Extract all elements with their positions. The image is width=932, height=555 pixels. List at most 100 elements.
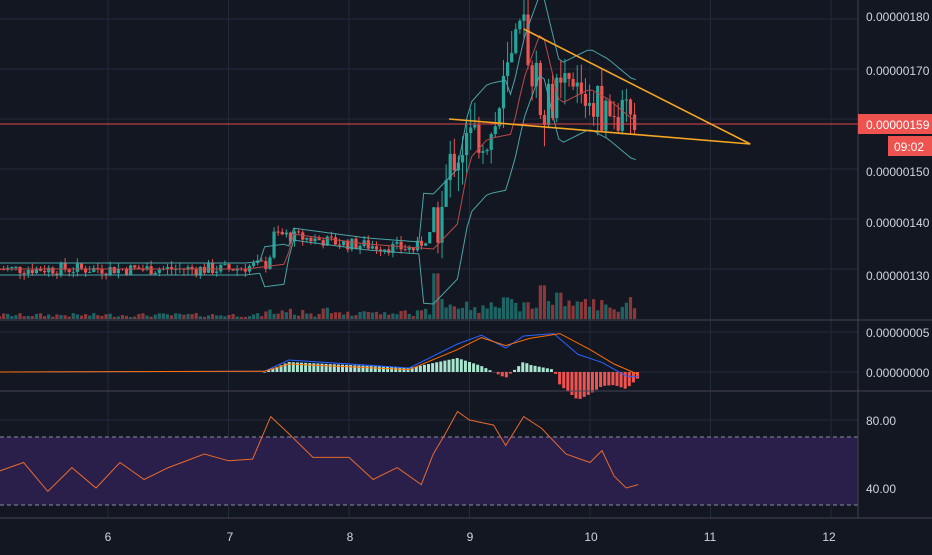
macd-histogram-bar	[398, 368, 401, 372]
candle-body	[436, 207, 439, 242]
candle-body	[420, 241, 423, 246]
rsi-axis[interactable]: 80.00 40.00	[866, 414, 896, 496]
macd-histogram-bar	[370, 366, 373, 372]
volume-bar	[129, 317, 132, 319]
volume-bar	[514, 303, 517, 319]
macd-histogram-bar	[361, 366, 364, 372]
macd-histogram-bar	[579, 372, 582, 399]
volume-bar	[215, 315, 218, 319]
candle-body	[494, 126, 497, 134]
candle-body	[215, 271, 218, 273]
price-axis[interactable]: 0.00000180 0.00000170 0.00000150 0.00000…	[858, 10, 932, 283]
volume-bar	[445, 307, 448, 319]
volume-bar	[416, 310, 419, 319]
candle-body	[199, 267, 202, 275]
candle-body	[211, 263, 214, 273]
volume-bar	[281, 310, 284, 319]
macd-histogram-bar	[468, 362, 471, 372]
candle-body	[510, 53, 513, 62]
candle-body	[588, 103, 591, 106]
volume-bar	[387, 315, 390, 319]
volume-bar	[608, 308, 611, 319]
volume-bar	[576, 301, 579, 319]
candle-body	[567, 73, 570, 79]
volume-bar	[277, 314, 280, 319]
macd-histogram-bar	[419, 366, 422, 372]
candle-body	[18, 267, 21, 273]
candle-body	[555, 78, 558, 118]
volume-bar	[252, 314, 255, 319]
volume-bar	[420, 310, 423, 319]
volume-bar	[43, 316, 46, 319]
candle-body	[473, 125, 476, 128]
volume-bar	[51, 317, 54, 319]
volume-bar	[264, 311, 267, 319]
candle-body	[318, 238, 321, 240]
candle-body	[268, 257, 271, 268]
candle-body	[604, 101, 607, 131]
macd-histogram-bar	[435, 362, 438, 372]
volume-bar	[272, 314, 275, 319]
volume-bar	[117, 316, 120, 319]
volume-bar	[453, 306, 456, 319]
volume-bar	[391, 313, 394, 319]
macd-histogram-bar	[448, 360, 451, 372]
volume-bar	[80, 316, 83, 319]
candle-body	[354, 239, 357, 249]
macd-histogram-bar	[505, 372, 508, 377]
candle-body	[72, 272, 75, 273]
macd-histogram-bar	[341, 365, 344, 372]
macd-histogram-bar	[333, 364, 336, 372]
volume-bar	[350, 316, 353, 319]
candle-body	[625, 100, 628, 101]
candle-body	[621, 100, 624, 131]
macd-tick-5: 0.00000005	[866, 326, 930, 340]
volume-bar	[309, 313, 312, 319]
macd-histogram-bar	[558, 372, 561, 384]
macd-axis[interactable]: 0.00000005 0.00000000	[866, 326, 930, 380]
candle-body	[440, 207, 443, 243]
volume-bar	[223, 316, 226, 319]
macd-histogram-bar	[632, 372, 635, 382]
macd-histogram-bar	[378, 367, 381, 372]
price-tick-140: 0.00000140	[866, 216, 930, 230]
candle-body	[109, 267, 112, 275]
volume-bar	[617, 312, 620, 319]
macd-histogram-bar	[476, 365, 479, 372]
macd-histogram-bar	[394, 367, 397, 372]
volume-bar	[330, 313, 333, 319]
candle-body	[47, 268, 50, 273]
volume-bar	[244, 317, 247, 319]
volume-bar	[150, 317, 153, 319]
volume-bar	[59, 315, 62, 319]
volume-bar	[178, 314, 181, 319]
volume-bar	[211, 314, 214, 319]
macd-histogram-bar	[595, 372, 598, 390]
time-tick-12: 12	[822, 530, 836, 544]
candle-body	[485, 150, 488, 151]
macd-histogram-bar	[591, 372, 594, 392]
macd-histogram-bar	[566, 372, 569, 392]
volume-bar	[621, 307, 624, 319]
macd-histogram-bar	[497, 372, 500, 374]
volume-bar	[604, 305, 607, 319]
volume-bar	[301, 310, 304, 319]
volume-bar	[199, 316, 202, 319]
volume-bar	[68, 316, 71, 319]
volume-bar	[477, 313, 480, 319]
volume-bar	[383, 312, 386, 319]
volume-bar	[510, 299, 513, 319]
candle-body	[518, 21, 521, 29]
macd-histogram-bar	[501, 372, 504, 376]
volume-bar	[109, 314, 112, 319]
volume-bar	[457, 309, 460, 319]
macd-histogram-bar	[636, 372, 639, 379]
candle-body	[158, 270, 161, 273]
volume-bar	[572, 306, 575, 319]
time-axis[interactable]: 6 7 8 9 10 11 12	[105, 530, 836, 544]
macd-histogram-bar	[538, 367, 541, 372]
candle-body	[465, 133, 468, 155]
candle-body	[43, 271, 46, 272]
macd-histogram-bar	[521, 362, 524, 372]
